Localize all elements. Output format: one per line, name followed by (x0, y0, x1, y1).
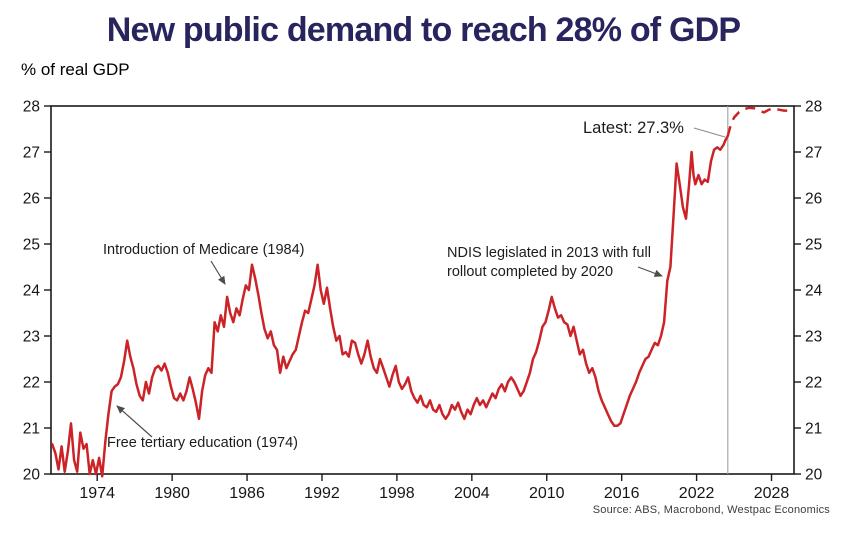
annotation-ndis-line2: rollout completed by 2020 (447, 264, 613, 280)
x-axis-tick-label: 2010 (529, 485, 565, 502)
y-axis-tick-label-left: 20 (23, 467, 41, 484)
y-axis-tick-label-right: 23 (805, 329, 822, 346)
y-axis-tick-label-left: 25 (23, 237, 40, 254)
x-axis-tick-label: 2022 (679, 485, 715, 502)
actual-series-line (50, 134, 730, 478)
x-axis-tick-label: 1974 (79, 485, 115, 502)
source-attribution: Source: ABS, Macrobond, Westpac Economic… (592, 504, 830, 516)
x-axis-tick-label: 2004 (454, 485, 490, 502)
y-axis-tick-label-right: 24 (805, 283, 823, 300)
x-axis-tick-label: 1980 (154, 485, 190, 502)
annotation-medicare-arrow (210, 260, 226, 285)
chart-y-axis-unit-label: % of real GDP (21, 60, 130, 79)
y-axis-tick-label-right: 26 (805, 191, 822, 208)
plot-area-border (50, 105, 795, 475)
chart-title: New public demand to reach 28% of GDP (106, 11, 741, 49)
y-axis-tick-label-left: 28 (23, 99, 40, 116)
annotation-ndis-line1: NDIS legislated in 2013 with full (447, 245, 651, 261)
y-axis-tick-label-left: 27 (23, 145, 40, 162)
y-axis-tick-label-right: 28 (805, 99, 822, 116)
annotation-medicare: Introduction of Medicare (1984) (103, 242, 305, 258)
x-axis-tick-label: 1998 (379, 485, 415, 502)
y-axis-tick-label-left: 24 (23, 283, 41, 300)
annotation-ndis-arrow (637, 266, 663, 277)
forecast-series-dashed-line (726, 106, 791, 137)
annotation-free-tertiary: Free tertiary education (1974) (107, 435, 298, 451)
x-axis-tick-label: 2016 (604, 485, 640, 502)
y-axis-tick-label-right: 21 (805, 421, 822, 438)
y-axis-tick-label-right: 25 (805, 237, 822, 254)
x-axis-tick-label: 1992 (304, 485, 340, 502)
annotation-latest-leader-line (693, 127, 726, 138)
axis-ticks: 20 20 21 21 22 22 23 23 24 24 25 25 26 26 27 27 28 28 1974… (23, 99, 823, 503)
annotation-free-tertiary-arrow (116, 405, 153, 438)
x-axis-tick-label: 1986 (229, 485, 265, 502)
y-axis-tick-label-left: 21 (23, 421, 40, 438)
annotation-latest-value: Latest: 27.3% (583, 119, 684, 137)
y-axis-tick-label-right: 22 (805, 375, 822, 392)
y-axis-tick-label-left: 23 (23, 329, 40, 346)
y-axis-tick-label-right: 27 (805, 145, 822, 162)
y-axis-tick-label-right: 20 (805, 467, 823, 484)
y-axis-tick-label-left: 26 (23, 191, 40, 208)
x-axis-tick-label: 2028 (754, 485, 790, 502)
y-axis-tick-label-left: 22 (23, 375, 40, 392)
